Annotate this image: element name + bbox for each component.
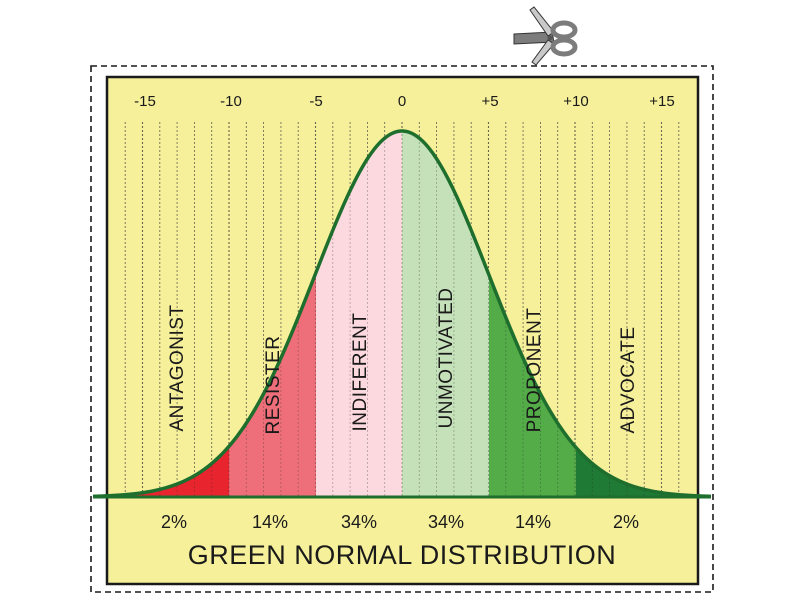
segment-label-antagonist: ANTAGONIST — [167, 304, 188, 431]
tick-label: +10 — [563, 93, 588, 110]
segment-fill — [93, 446, 229, 497]
segment-fill — [576, 447, 711, 497]
percent-label: 14% — [515, 512, 551, 532]
tick-labels: -15 -10 -5 0 +5 +10 +15 — [134, 93, 675, 110]
scissors-icon — [513, 6, 578, 66]
tick-label: -10 — [220, 93, 242, 110]
bell-curve — [92, 129, 712, 499]
percent-label: 2% — [161, 512, 187, 532]
tick-label: +15 — [649, 93, 674, 110]
percent-label: 34% — [341, 512, 377, 532]
segment-label-advocate: ADVOCATE — [618, 326, 639, 433]
dotted-grid-overlay — [124, 122, 680, 497]
segment-labels: ANTAGONIST RESISTER INDIFERENT UNMOTIVAT… — [167, 288, 639, 435]
tick-label: 0 — [398, 93, 406, 110]
tick-label: -5 — [309, 93, 322, 110]
tick-label: -15 — [134, 93, 156, 110]
tick-label: +5 — [481, 93, 498, 110]
percent-label: 14% — [252, 512, 288, 532]
segment-label-resister: RESISTER — [263, 335, 284, 434]
percent-labels: 2% 14% 34% 34% 14% 2% — [161, 512, 639, 532]
percent-label: 2% — [613, 512, 639, 532]
segment-label-indiferent: INDIFERENT — [350, 313, 371, 432]
segment-label-unmotivated: UNMOTIVATED — [436, 288, 457, 429]
percent-label: 34% — [428, 512, 464, 532]
segment-label-proponent: PROPONENT — [524, 308, 545, 433]
diagram-title: GREEN NORMAL DISTRIBUTION — [188, 540, 617, 570]
